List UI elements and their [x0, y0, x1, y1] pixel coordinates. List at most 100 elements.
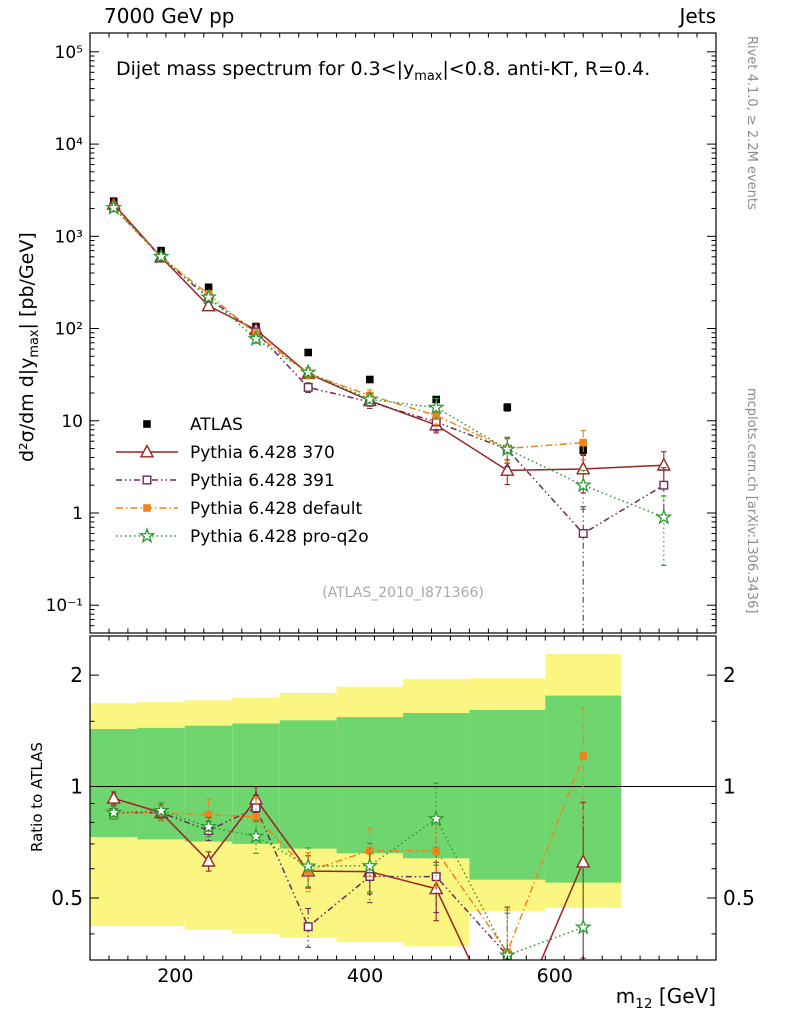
marker	[200, 288, 218, 305]
marker	[200, 817, 218, 834]
marker	[303, 922, 313, 932]
marker	[143, 504, 151, 512]
marker	[500, 462, 515, 476]
marker	[138, 526, 156, 544]
x-axis-label-pre: m	[615, 984, 636, 1008]
main-ytick-label: 10²	[55, 320, 83, 340]
ratio-series-4	[105, 782, 592, 960]
green-band-bin	[279, 720, 337, 849]
marker	[366, 846, 374, 855]
main-series-1	[106, 196, 671, 494]
marker	[574, 476, 592, 493]
xtick-label: 600	[537, 965, 573, 987]
ratio-ytick-label: 1	[70, 775, 83, 799]
main-ytick-label: 1	[72, 504, 83, 524]
plot-title-sub: max	[414, 68, 443, 84]
plot-title: Dijet mass spectrum for 0.3<|ymax|<0.8. …	[116, 58, 650, 84]
green-band-bin	[137, 727, 185, 840]
plot-title-pre: Dijet mass spectrum for 0.3<|y	[116, 58, 415, 80]
ratio-ytick-label-right: 1	[723, 775, 736, 799]
marker	[201, 297, 216, 312]
marker	[252, 813, 260, 821]
marker	[201, 853, 216, 867]
main-series-4	[105, 198, 673, 566]
marker	[431, 872, 441, 882]
legend-label: ATLAS	[190, 415, 243, 435]
xtick-label: 200	[157, 965, 193, 987]
series-line	[113, 203, 664, 472]
series-line	[113, 806, 511, 960]
marker	[427, 398, 445, 415]
marker	[361, 856, 379, 874]
ratio-uncertainty-bands	[90, 654, 622, 947]
marker	[576, 461, 591, 475]
marker	[299, 363, 317, 380]
xtick-label: 400	[347, 965, 383, 987]
marker	[299, 857, 317, 874]
marker	[152, 801, 170, 818]
marker	[579, 438, 587, 447]
marker	[142, 475, 152, 485]
ratio-frame	[89, 635, 717, 961]
marker	[247, 827, 265, 844]
marker	[578, 529, 588, 539]
main-ytick-label: 10⁵	[55, 43, 83, 63]
marker	[432, 411, 440, 420]
mcplots-attribution-label: mcplots.cern.ch [arXiv:1306.3436]	[744, 388, 759, 614]
marker	[303, 382, 313, 392]
x-axis-label: m12 [GeV]	[616, 984, 716, 1012]
marker	[106, 790, 121, 804]
legend	[116, 420, 178, 544]
marker	[361, 390, 379, 407]
ratio-ytick-label-right: 2	[723, 663, 736, 687]
main-series-3	[109, 203, 587, 464]
ratio-ytick-label: 2	[70, 663, 83, 687]
marker	[204, 810, 213, 819]
marker	[143, 420, 151, 428]
marker	[498, 440, 516, 457]
axis-ticks	[90, 33, 716, 960]
beam-label: 7000 GeV pp	[104, 4, 235, 28]
main-ytick-label: 10⁴	[55, 135, 84, 155]
marker	[304, 348, 312, 357]
green-band-bin	[469, 709, 546, 880]
main-ytick-label: 10³	[55, 227, 83, 247]
marker	[139, 444, 155, 458]
analysis-id-watermark: (ATLAS_2010_I871366)	[322, 585, 484, 601]
plot-title-post: |<0.8. anti-KT, R=0.4.	[442, 58, 651, 80]
main-ytick-label: 10	[61, 412, 83, 432]
marker	[503, 403, 512, 412]
main-ytick-label: 10⁻¹	[46, 596, 83, 616]
legend-label: Pythia 6.428 391	[190, 471, 335, 491]
x-axis-label-post: [GeV]	[652, 984, 716, 1008]
marker	[152, 247, 170, 264]
rivet-version-label: Rivet 4.1.0, ≥ 2.2M events	[744, 36, 759, 210]
marker	[579, 752, 587, 760]
marker	[576, 854, 591, 868]
ratio-ytick-label: 0.5	[51, 886, 83, 910]
marker	[366, 375, 374, 384]
legend-label: Pythia 6.428 370	[190, 443, 335, 463]
main-frame	[89, 32, 717, 634]
marker	[574, 918, 592, 935]
series-line	[113, 207, 584, 450]
marker	[659, 480, 669, 490]
green-band-bin	[90, 729, 138, 838]
main-series-0	[109, 197, 587, 456]
marker	[427, 809, 445, 827]
marker	[204, 283, 213, 292]
x-axis-label-sub: 12	[635, 996, 653, 1012]
marker	[655, 508, 673, 525]
marker	[247, 330, 265, 347]
legend-label: Pythia 6.428 default	[190, 499, 363, 519]
marker	[105, 803, 123, 820]
legend-label: Pythia 6.428 pro-q2o	[190, 527, 369, 547]
analysis-group-label: Jets	[679, 4, 716, 28]
green-band-bin	[403, 713, 470, 859]
series-line	[113, 810, 584, 957]
series-line	[113, 207, 665, 518]
marker	[105, 198, 123, 216]
ratio-ytick-label-right: 0.5	[723, 886, 755, 910]
